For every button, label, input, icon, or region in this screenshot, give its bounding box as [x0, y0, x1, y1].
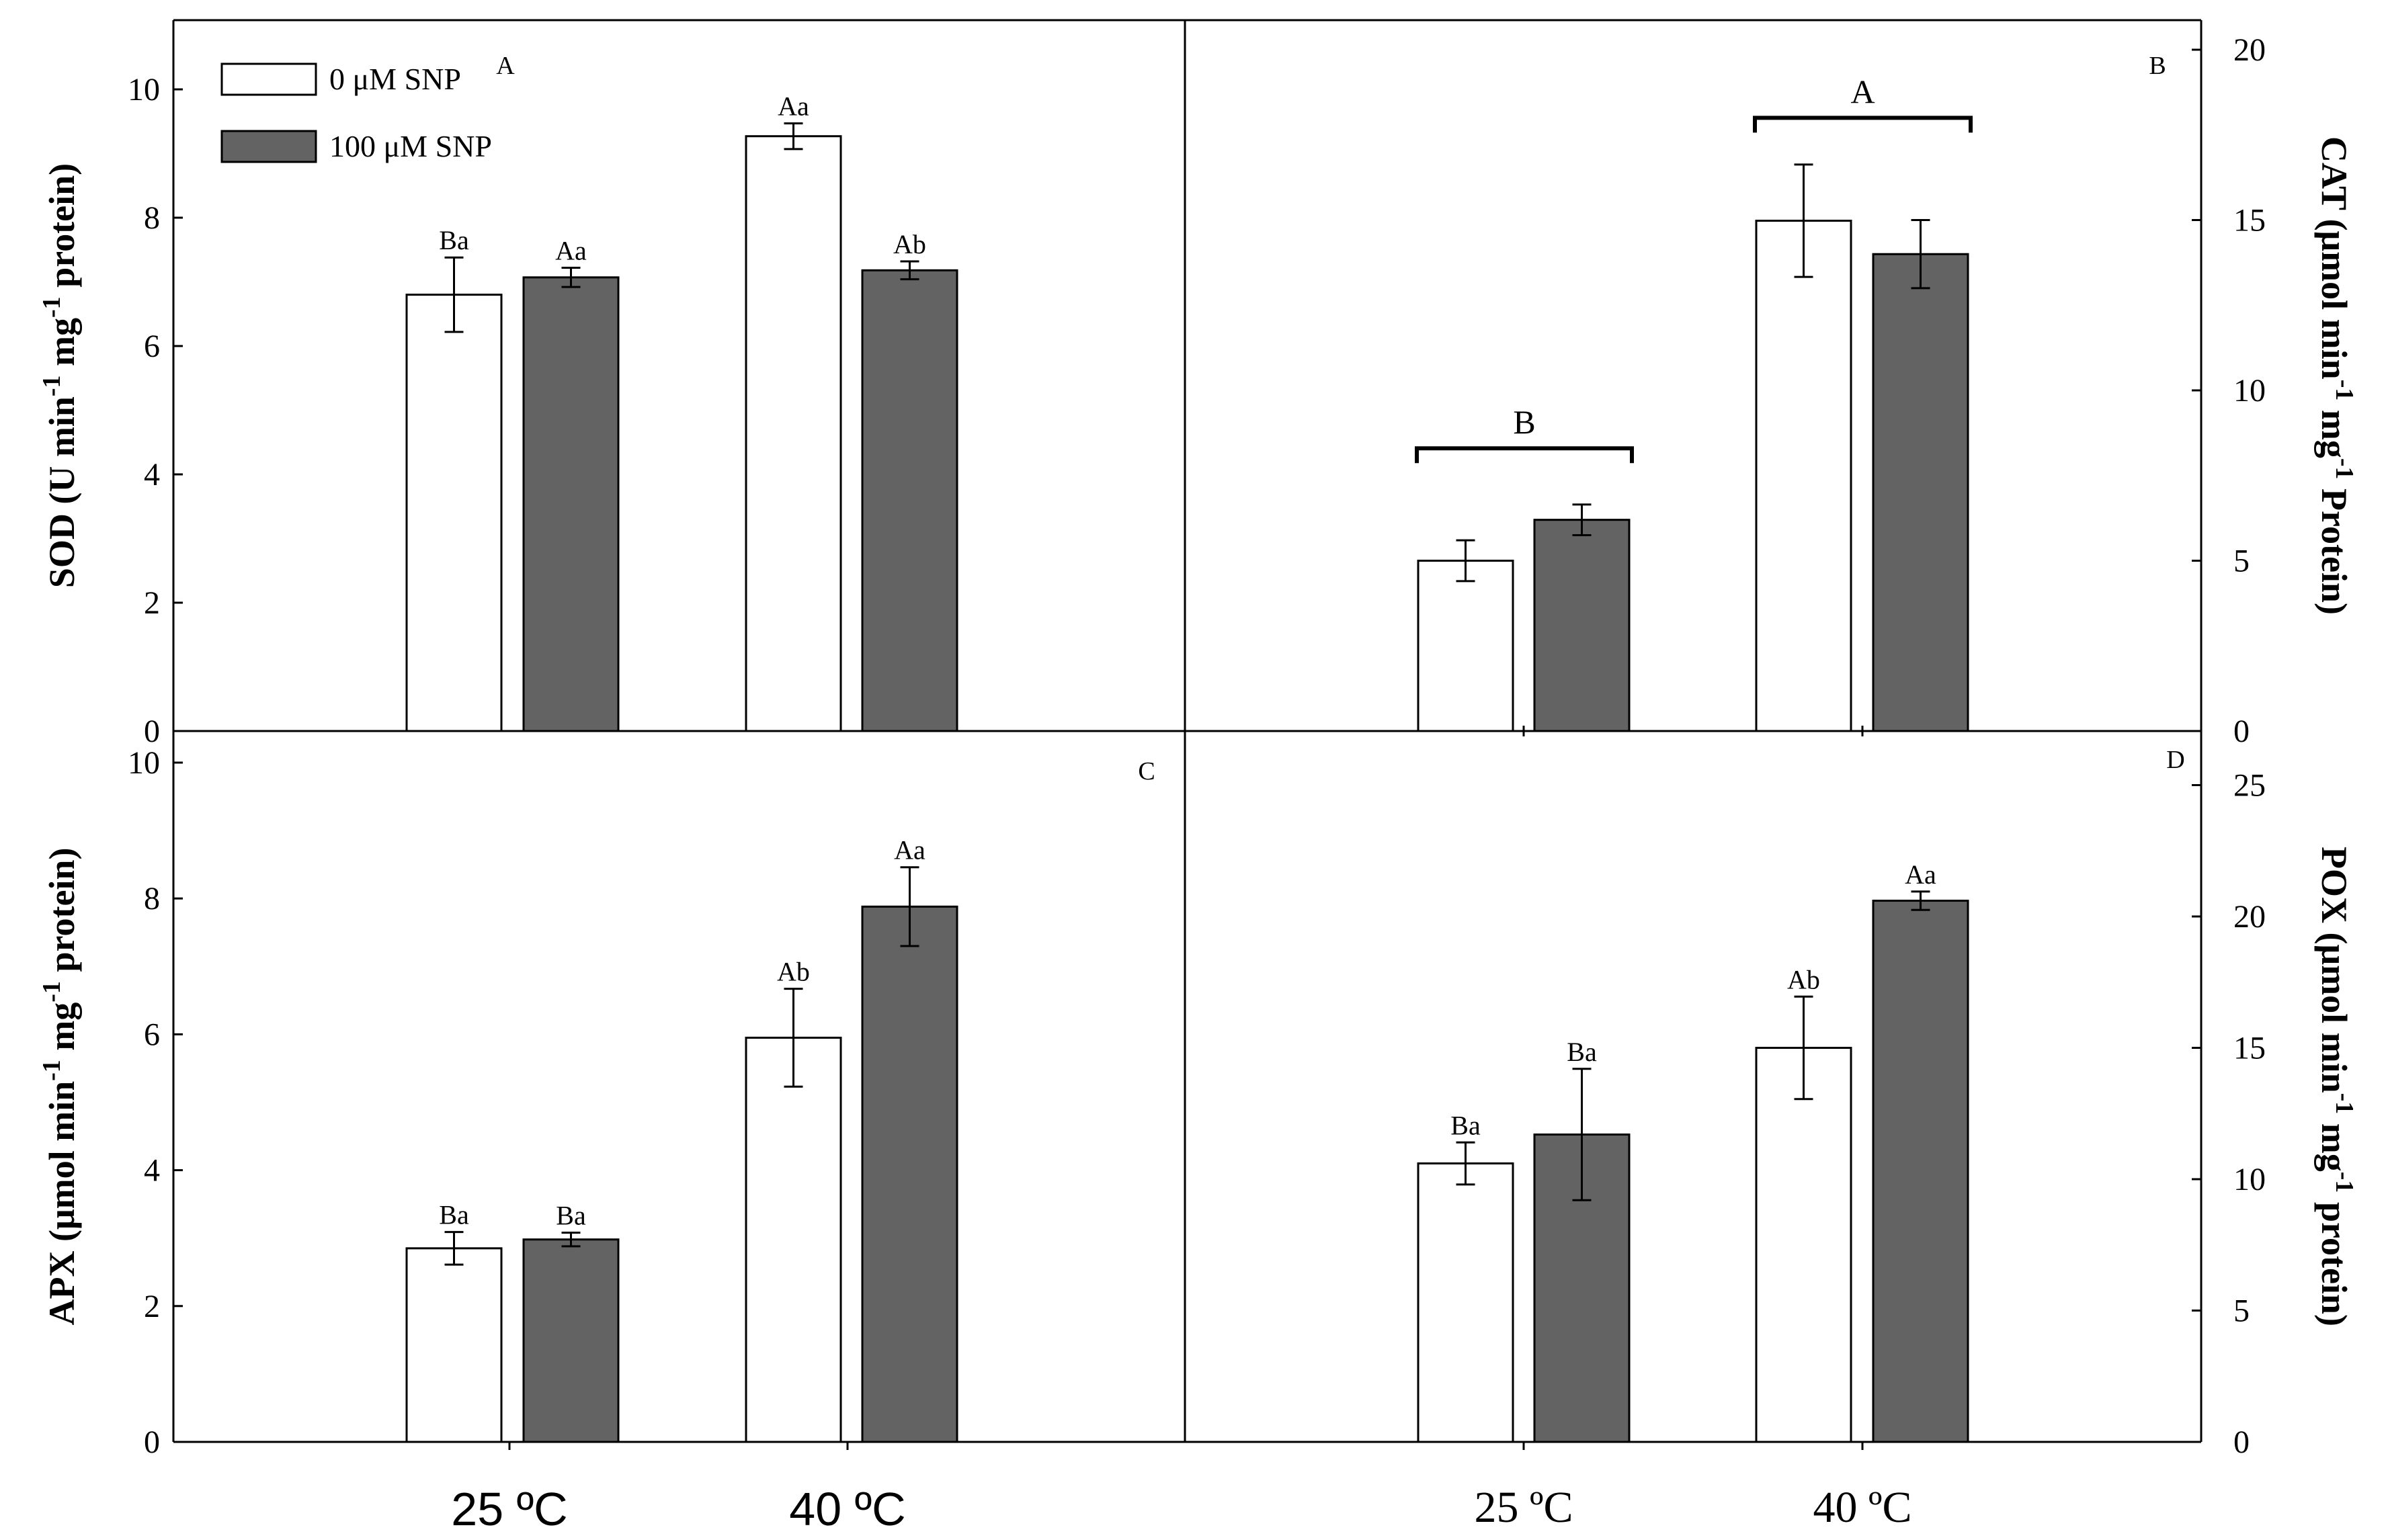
significance-bracket [1753, 116, 1973, 133]
bar [1417, 1162, 1514, 1443]
bar [1872, 253, 1969, 732]
legend-swatch [220, 130, 317, 163]
bar-significance-label: Ba [439, 225, 469, 255]
bar [522, 276, 620, 732]
bar [405, 1247, 503, 1443]
y-axis-title: CAT (μmol min-1 mg-1 Protein) [2314, 136, 2358, 615]
superscript: -1 [2330, 380, 2358, 401]
superscript: -1 [38, 1060, 66, 1081]
bar-significance-label: Ab [893, 229, 926, 259]
y-tick-label: 20 [2233, 899, 2266, 935]
y-tick-label: 6 [144, 329, 160, 364]
y-tick-label: 10 [128, 72, 160, 108]
legend-swatch [220, 62, 317, 96]
y-axis-title: POX (μmol min-1 mg-1 protein) [2314, 847, 2358, 1326]
bar [861, 269, 958, 732]
title-part: APX (μmol min [42, 1081, 82, 1326]
title-part: mg [2314, 1114, 2354, 1171]
y-axis-title: SOD (U min-1 mg-1 protein) [38, 163, 82, 588]
superscript: -1 [2330, 1172, 2358, 1193]
y-tick-label: 10 [128, 745, 160, 781]
title-part: protein) [42, 163, 82, 297]
x-group-label: 40 ºC [1813, 1483, 1912, 1532]
y-tick-label: 0 [2233, 714, 2250, 749]
y-tick-label: 10 [2233, 373, 2266, 409]
title-part: mg [2314, 400, 2354, 458]
legend-label: 100 μM SNP [329, 129, 492, 163]
y-tick-label: 5 [2233, 1293, 2250, 1329]
y-tick-label: 4 [144, 457, 160, 493]
bar [1533, 519, 1631, 732]
bar [405, 294, 503, 732]
panel-letter: B [2149, 52, 2166, 80]
y-tick-label: 15 [2233, 203, 2266, 239]
bar-significance-label: Aa [778, 91, 809, 122]
y-tick-label: 2 [144, 585, 160, 621]
superscript: -1 [2330, 1093, 2358, 1115]
title-part: mg [42, 1002, 82, 1060]
legend-label: 0 μM SNP [329, 62, 461, 96]
bar [745, 135, 842, 732]
title-part: mg [42, 318, 82, 375]
y-tick-label: 20 [2233, 32, 2266, 68]
y-tick-label: 4 [144, 1153, 160, 1189]
panel-letter: A [496, 52, 515, 80]
y-tick-label: 25 [2233, 768, 2266, 804]
bar [1417, 560, 1514, 732]
panel-letter: D [2166, 746, 2184, 774]
y-tick-label: 0 [2233, 1424, 2250, 1460]
y-tick-label: 5 [2233, 544, 2250, 579]
y-tick-label: 8 [144, 200, 160, 236]
significance-bracket [1415, 446, 1634, 464]
bar [861, 905, 958, 1443]
bar-significance-label: Aa [555, 235, 587, 265]
bar [1755, 1047, 1852, 1443]
x-group-labels: 25 ºC 40 ºC 25 ºC 40 ºC [451, 1483, 1911, 1535]
y-axis-title: APX (μmol min-1 mg-1 protein) [38, 848, 82, 1326]
bar [745, 1036, 842, 1443]
bar-significance-label: Ba [439, 1200, 469, 1230]
y-tick-label: 6 [144, 1017, 160, 1052]
x-group-label: 25 ºC [451, 1483, 567, 1535]
bar-significance-label: Ba [1567, 1037, 1597, 1067]
y-tick-label: 2 [144, 1289, 160, 1324]
title-part: Protein) [2314, 479, 2354, 614]
legend: 0 μM SNP 100 μM SNP [220, 62, 492, 163]
bar [1755, 220, 1852, 732]
title-part: protein) [2314, 1193, 2354, 1326]
y-tick-label: 0 [144, 714, 160, 749]
title-part: SOD (U min [42, 396, 82, 588]
bar-significance-label: Ab [1787, 964, 1820, 994]
bracket-label: B [1513, 403, 1535, 441]
x-group-label: 40 ºC [789, 1483, 905, 1535]
superscript: -1 [2330, 458, 2358, 480]
title-part: CAT (μmol min [2314, 136, 2354, 380]
x-group-label: 25 ºC [1475, 1483, 1573, 1532]
bracket-label: A [1850, 73, 1875, 110]
y-tick-label: 15 [2233, 1031, 2266, 1066]
superscript: -1 [38, 375, 66, 396]
superscript: -1 [38, 296, 66, 318]
bar-significance-label: Ba [556, 1201, 586, 1231]
y-tick-label: 0 [144, 1424, 160, 1460]
title-part: POX (μmol min [2314, 847, 2354, 1093]
y-tick-label: 10 [2233, 1162, 2266, 1197]
y-tick-label: 8 [144, 881, 160, 916]
title-part: protein) [42, 848, 82, 982]
bar [1872, 900, 1969, 1443]
bar-significance-label: Ba [1450, 1110, 1481, 1140]
panel-letter: C [1138, 757, 1155, 785]
bar-significance-label: Aa [1905, 859, 1936, 890]
bar [522, 1238, 620, 1443]
superscript: -1 [38, 981, 66, 1002]
bar-significance-label: Aa [894, 835, 925, 865]
bar-significance-label: Ab [777, 957, 810, 987]
